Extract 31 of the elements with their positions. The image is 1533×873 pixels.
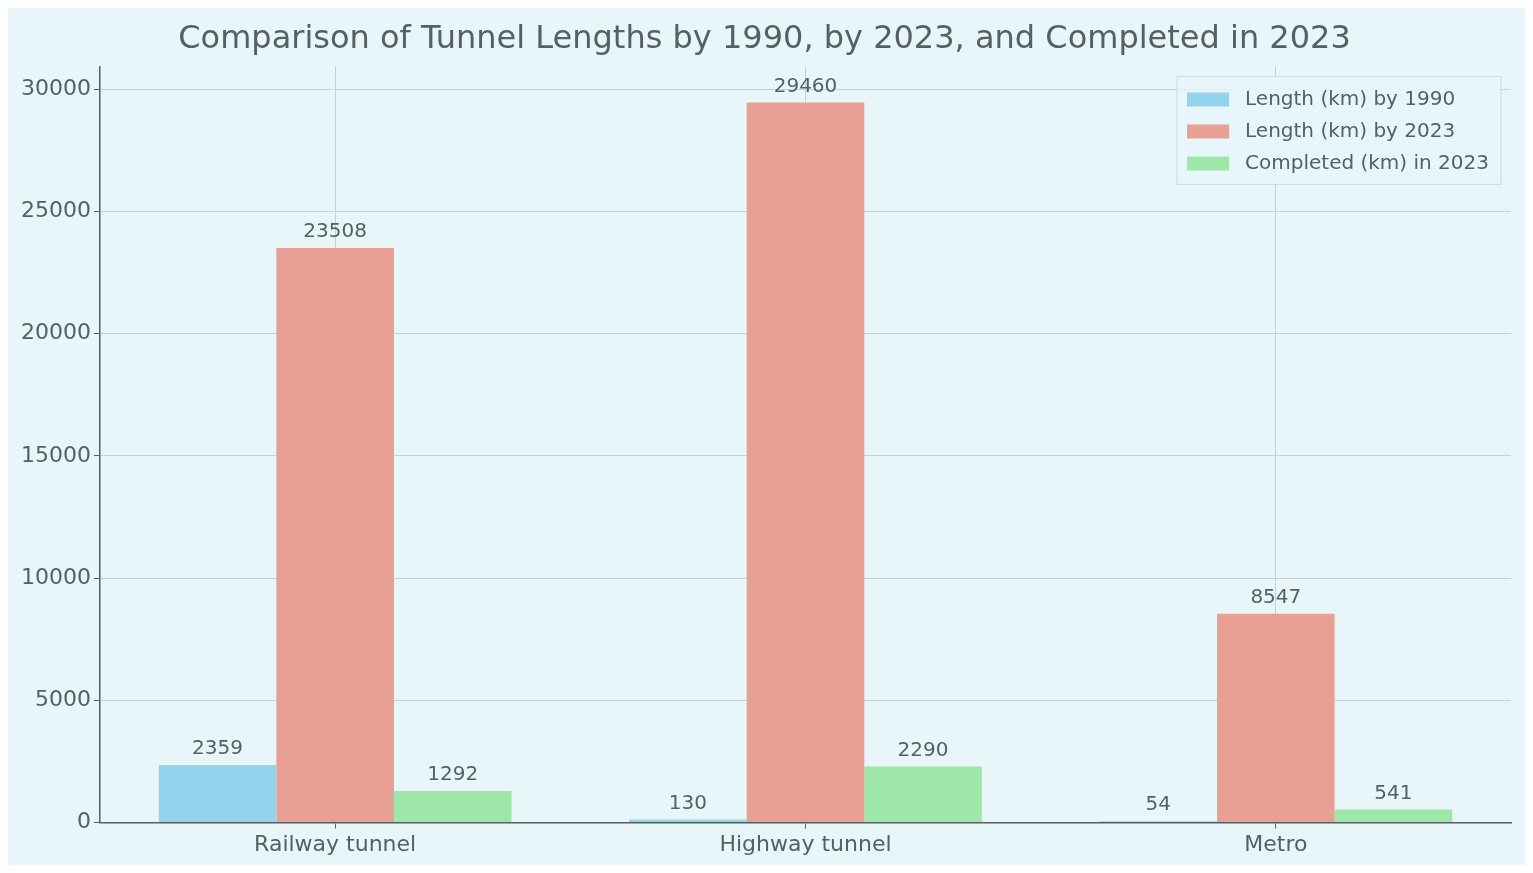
data-label: 8547 xyxy=(1250,583,1302,608)
y-tick-label: 15000 xyxy=(20,441,91,467)
legend-label: Length (km) by 1990 xyxy=(1245,85,1456,110)
x-tick-label: Railway tunnel xyxy=(254,830,417,856)
y-tick-label: 25000 xyxy=(20,197,91,223)
bar xyxy=(158,764,277,823)
bar xyxy=(1334,809,1453,823)
data-label: 541 xyxy=(1374,779,1413,804)
y-tick-label: 5000 xyxy=(34,686,91,712)
bar xyxy=(629,819,747,823)
data-label: 54 xyxy=(1145,791,1171,816)
bar xyxy=(276,247,394,823)
data-label: 2359 xyxy=(192,735,244,760)
x-tick-label: Highway tunnel xyxy=(719,830,892,856)
bar xyxy=(864,766,982,823)
y-tick-label: 30000 xyxy=(20,74,91,100)
data-label: 23508 xyxy=(303,218,367,243)
bar xyxy=(393,791,512,823)
x-tick-label: Metro xyxy=(1244,830,1308,856)
y-tick-label: 0 xyxy=(76,808,91,834)
y-tick-label: 20000 xyxy=(20,319,91,345)
chart-title: Comparison of Tunnel Lengths by 1990, by 2023, and Completed in 2023 xyxy=(178,17,1351,56)
data-label: 130 xyxy=(668,789,707,814)
legend-label: Completed (km) in 2023 xyxy=(1245,149,1490,174)
bar xyxy=(746,102,865,823)
bar xyxy=(1217,613,1335,823)
data-label: 2290 xyxy=(897,736,949,761)
data-label: 29460 xyxy=(773,72,838,97)
data-label: 1292 xyxy=(427,761,479,786)
legend-label: Length (km) by 2023 xyxy=(1245,117,1456,142)
y-tick-label: 10000 xyxy=(20,563,91,589)
